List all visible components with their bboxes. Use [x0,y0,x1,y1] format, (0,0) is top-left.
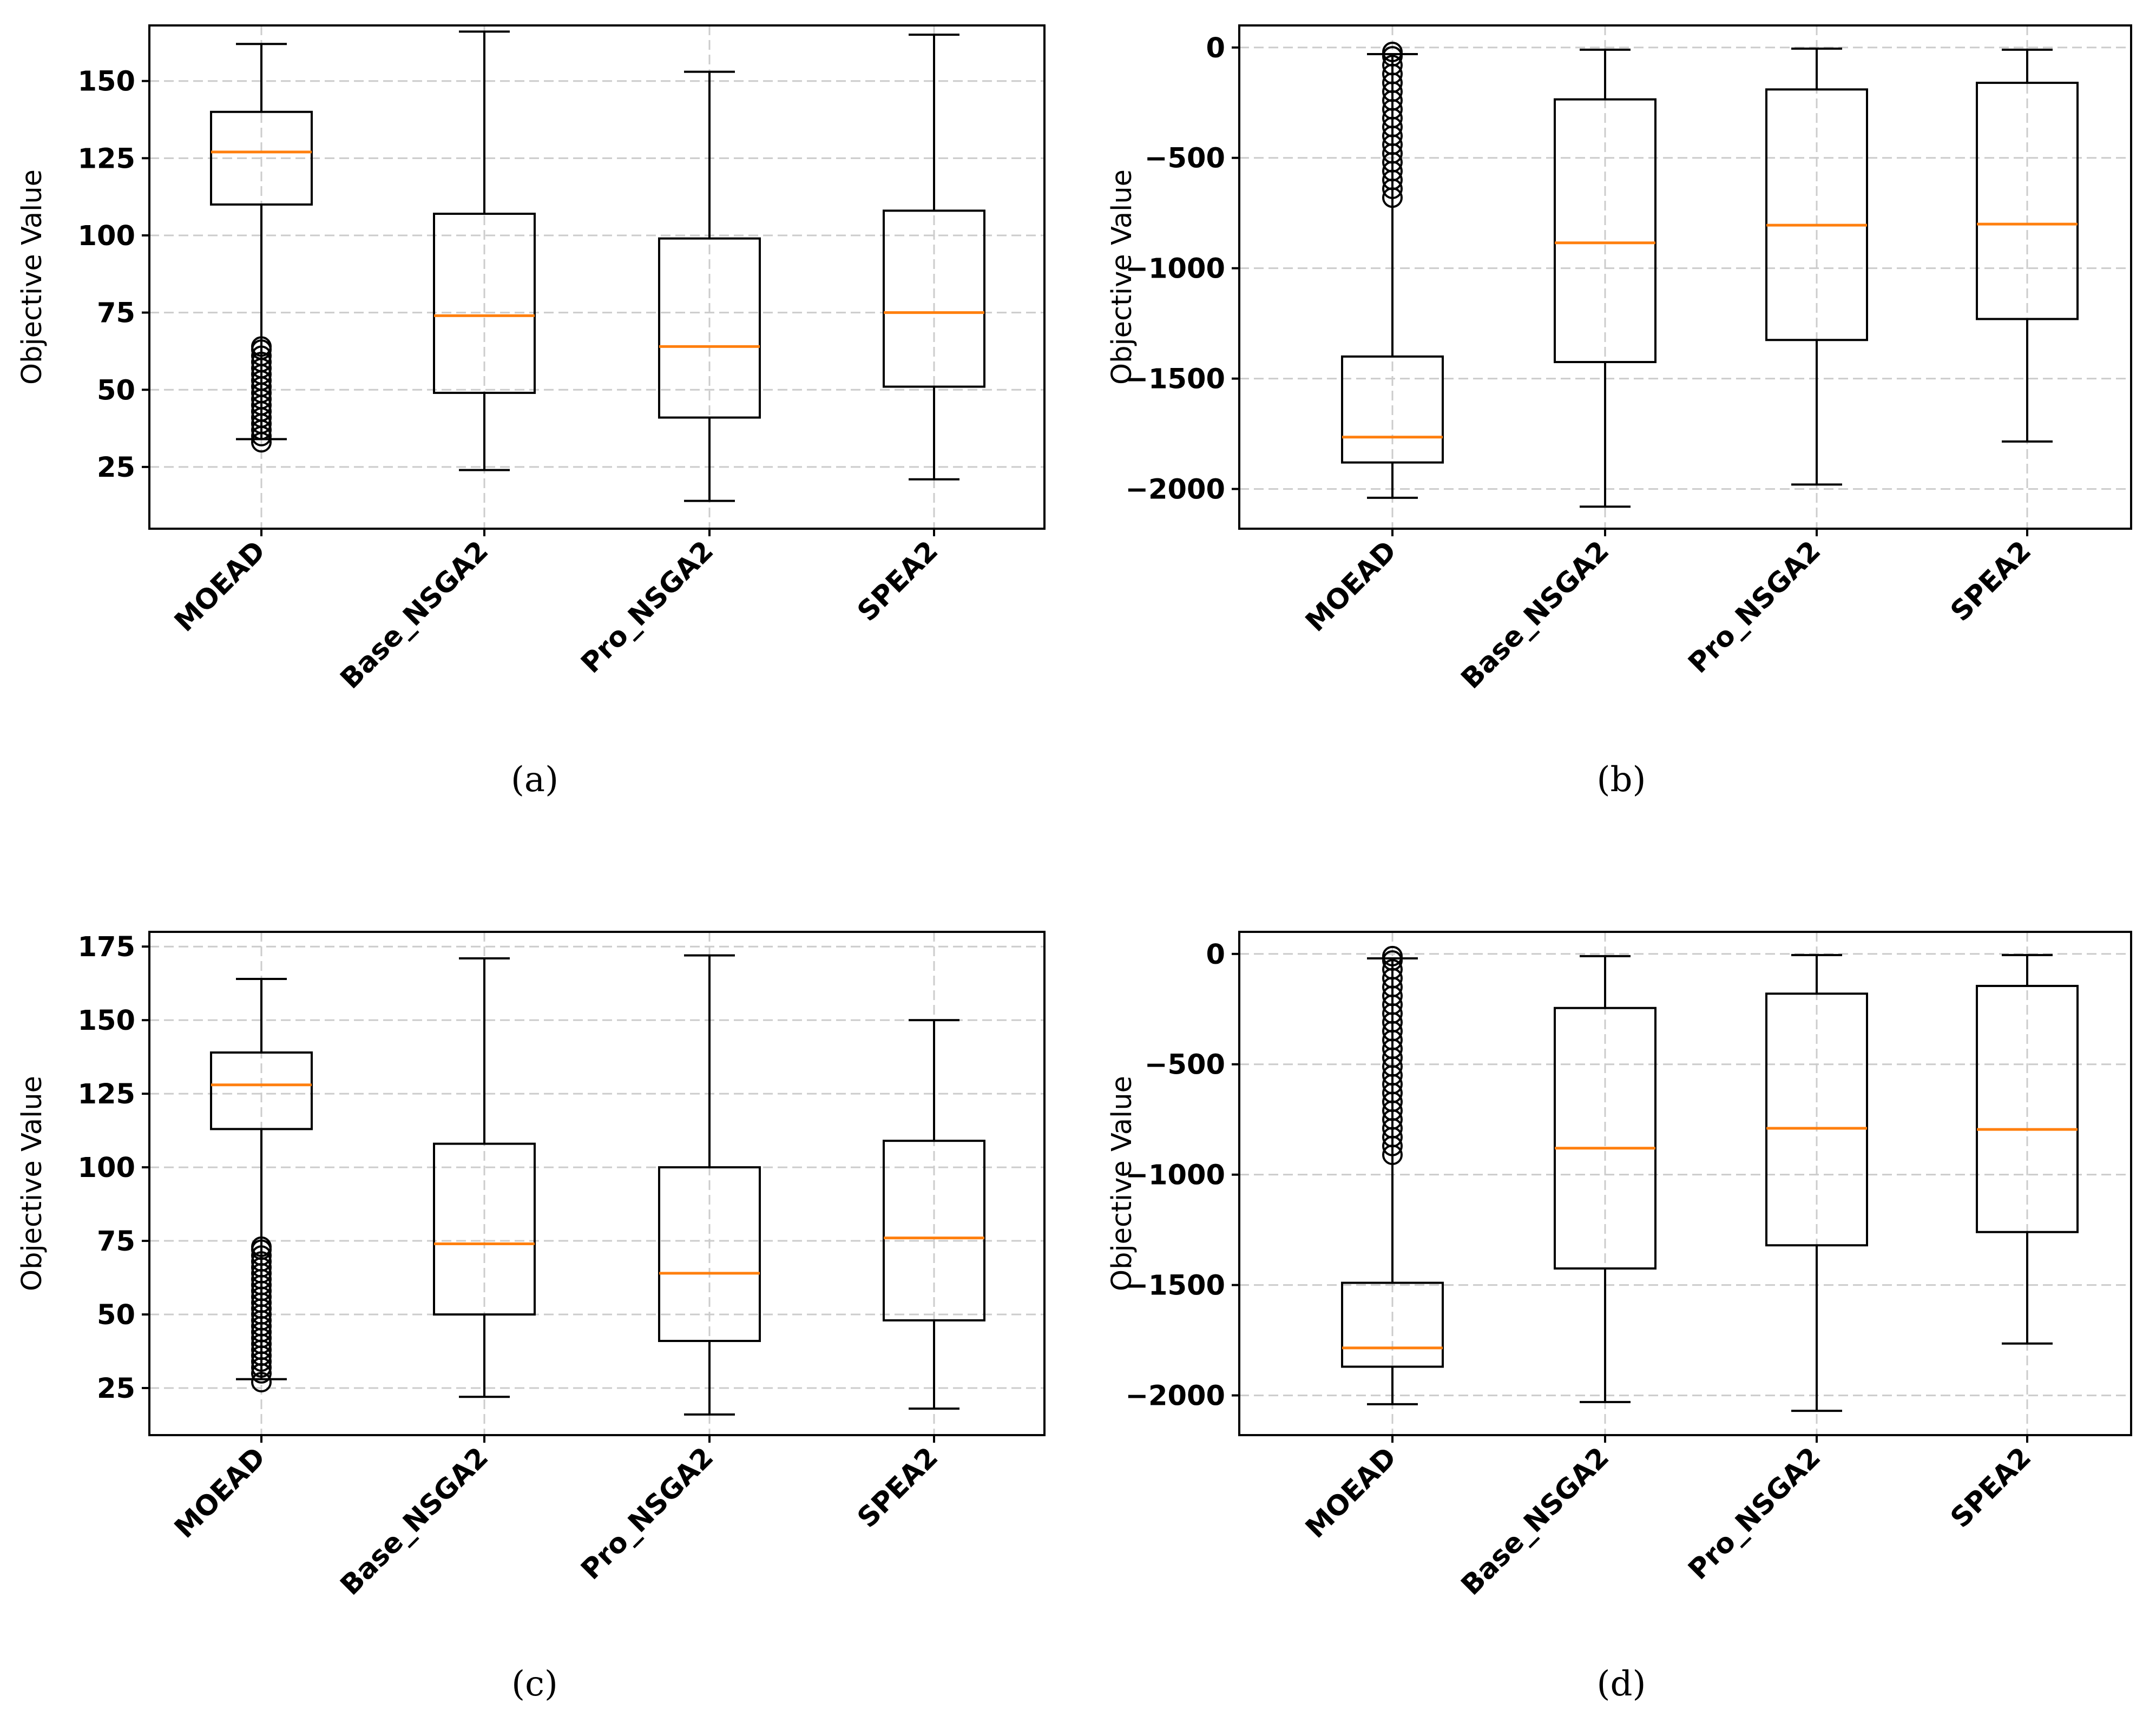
y-tick-label: 0 [1206,939,1226,971]
box-pro-nsga2 [1765,954,1868,1412]
box-base-nsga2 [1554,48,1657,508]
box-spea2 [1976,48,2079,443]
axes-frame [148,24,1046,530]
outlier-point [251,345,272,366]
box-pro-nsga2 [658,954,761,1416]
y-tick-label: 100 [78,220,135,252]
box-base-nsga2 [433,30,536,471]
y-axis-label: Objective Value [16,1076,48,1291]
y-tick-label: −2000 [1125,474,1225,506]
box-iqr [658,1166,761,1342]
box-iqr [1765,992,1868,1247]
box-iqr [1341,355,1444,464]
outlier-point [1382,945,1403,966]
box-iqr [433,213,536,394]
box-iqr [1976,82,2079,320]
panel-caption: (d) [1597,1664,1646,1704]
box-pro-nsga2 [1765,47,1868,486]
outlier-point [1382,41,1403,62]
y-tick-label: 25 [97,1373,135,1405]
y-axis-label: Objective Value [16,169,48,385]
outlier-point [251,1251,272,1272]
y-tick-label: −1500 [1125,364,1225,396]
box-iqr [210,110,313,206]
outlier-point [251,351,272,372]
outlier-point [251,1372,272,1393]
box-base-nsga2 [433,957,536,1398]
y-tick-label: 75 [97,298,135,330]
y-tick-label: −1000 [1125,253,1225,285]
y-tick-label: −2000 [1125,1380,1225,1412]
y-axis-label: Objective Value [1106,169,1138,385]
y-tick-label: 125 [78,143,135,175]
y-tick-label: 50 [97,1299,135,1331]
outlier-point [251,336,272,357]
box-pro-nsga2 [658,70,761,502]
box-iqr [1341,1281,1444,1368]
box-iqr [1976,984,2079,1233]
y-tick-label: 75 [97,1226,135,1258]
y-tick-label: 100 [78,1152,135,1184]
panel-caption: (a) [511,760,558,800]
y-tick-label: 125 [78,1079,135,1110]
box-moead [1341,945,1444,1405]
box-moead [1341,41,1444,499]
y-tick-label: −1500 [1125,1270,1225,1302]
box-iqr [658,237,761,419]
y-tick-label: 150 [78,1005,135,1037]
axes-frame [148,931,1046,1436]
panel-caption: (c) [511,1664,558,1704]
box-iqr [1554,98,1657,364]
box-iqr [210,1051,313,1130]
box-spea2 [1976,954,2079,1345]
y-tick-label: 150 [78,66,135,98]
y-tick-label: −1000 [1125,1160,1225,1192]
box-iqr [1765,88,1868,341]
box-moead [210,978,313,1393]
panel-caption: (b) [1597,760,1646,800]
outlier-point [1382,55,1403,76]
y-tick-label: 175 [78,931,135,963]
y-tick-label: 0 [1206,32,1226,64]
box-moead [210,43,313,453]
box-iqr [883,209,985,388]
axes-frame [1238,24,2132,530]
box-iqr [433,1142,536,1316]
box-iqr [1554,1007,1657,1270]
y-tick-label: 50 [97,374,135,406]
y-tick-label: −500 [1145,1049,1225,1081]
outlier-point [1382,959,1403,980]
box-base-nsga2 [1554,955,1657,1403]
box-spea2 [883,34,985,481]
outlier-point [251,1236,272,1257]
box-spea2 [883,1019,985,1410]
y-tick-label: −500 [1145,143,1225,175]
axes-frame [1238,931,2132,1436]
y-axis-label: Objective Value [1106,1076,1138,1291]
outlier-point [251,1245,272,1266]
y-tick-label: 25 [97,452,135,484]
box-iqr [883,1140,985,1321]
